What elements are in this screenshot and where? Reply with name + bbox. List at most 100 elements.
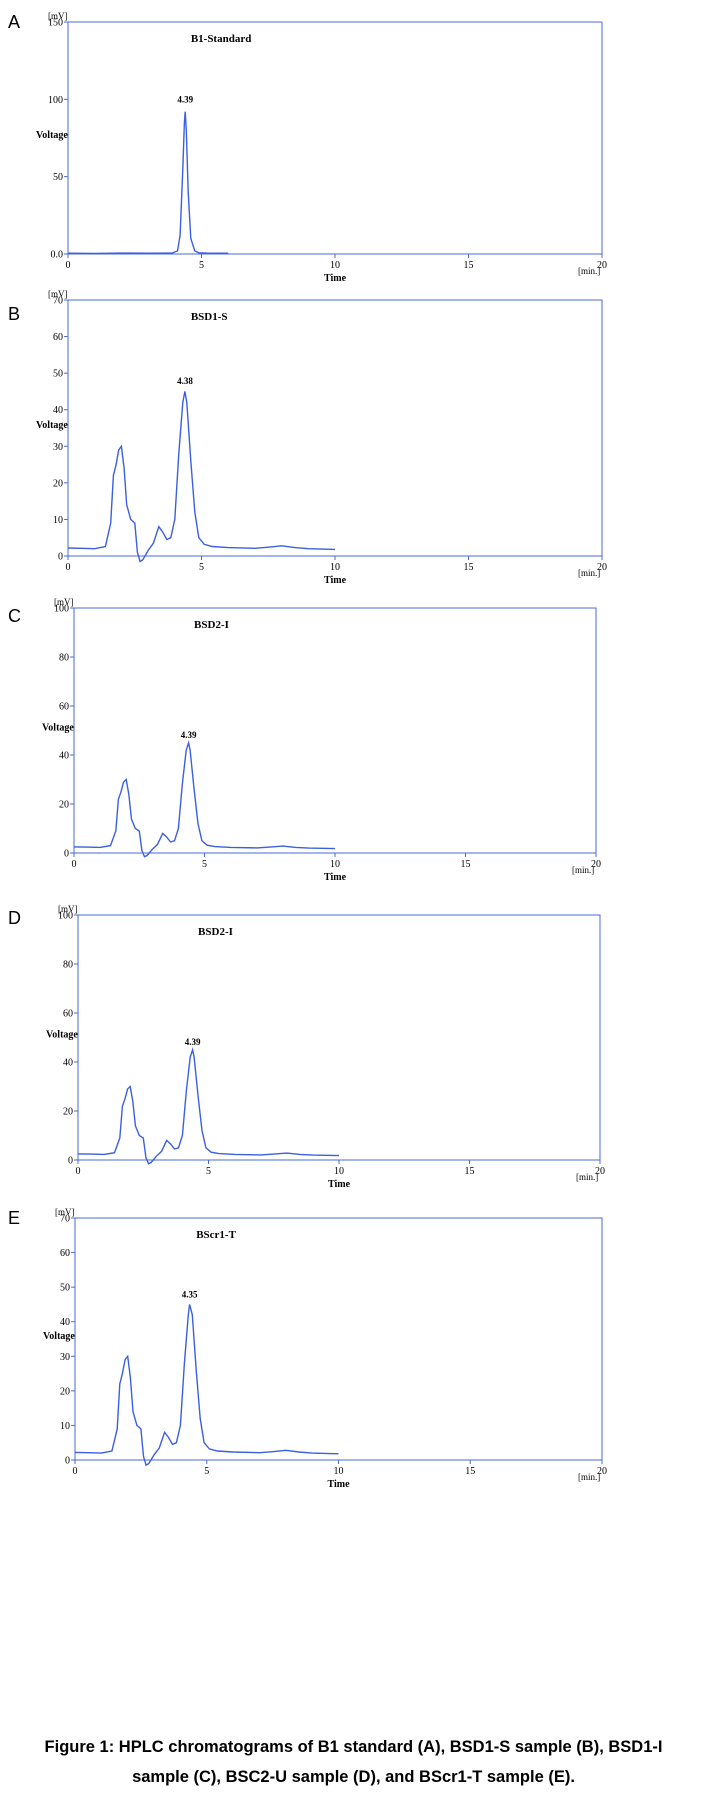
chart-e-plot-frame [74, 1217, 603, 1461]
chart-e-x-unit: [min.] [578, 1472, 600, 1482]
chart-d-trace-line [77, 1047, 340, 1165]
chart-b-xtick-label-2: 10 [330, 562, 340, 573]
chart-b-peak-label: 4.38 [177, 376, 193, 386]
chart-a-ytick-label-2: 100 [48, 95, 63, 106]
chart-e-y-axis-label: Voltage [43, 1331, 75, 1342]
chart-c-x-unit: [min.] [572, 865, 594, 875]
chart-b-ytick-label-7: 70 [53, 296, 63, 307]
chart-e-title: BScr1-T [196, 1229, 236, 1241]
chart-e-panel-letter: E [8, 1208, 21, 1228]
chart-e-x-axis-label: Time [327, 1479, 350, 1490]
chart-a-xtick-label-2: 10 [330, 260, 340, 271]
chart-b-y-axis-label: Voltage [36, 420, 68, 431]
chart-b-x-unit: [min.] [578, 568, 600, 578]
chart-a-ytick-label-1: 50 [53, 172, 63, 183]
chart-d-xtick-label-1: 5 [206, 1166, 211, 1177]
chart-c-xtick-label-3: 15 [461, 859, 471, 870]
chart-e-trace-line [74, 1304, 339, 1467]
chart-e-ytick-label-2: 20 [60, 1386, 70, 1397]
chart-a-peak-label: 4.39 [177, 94, 193, 104]
chart-e-peak-label: 4.35 [182, 1290, 198, 1300]
chart-d-panel-letter: D [8, 908, 21, 928]
chart-d-xtick-label-0: 0 [76, 1166, 81, 1177]
chart-c-trace-line [73, 740, 336, 858]
chart-e-xtick-label-3: 15 [465, 1466, 475, 1477]
chart-c-xtick-label-4: 20 [591, 859, 601, 870]
chart-a-xtick-label-4: 20 [597, 260, 607, 271]
chart-c-ytick-label-5: 100 [54, 604, 69, 615]
chart-b-xtick-label-1: 5 [199, 562, 204, 573]
chart-d-x-unit: [min.] [576, 1172, 598, 1182]
chart-d-ytick-label-0: 0 [68, 1156, 73, 1167]
chart-e-xtick-label-0: 0 [73, 1466, 78, 1477]
chart-e-y-unit: [mV] [55, 1207, 75, 1217]
chart-c-ytick-label-3: 60 [59, 702, 69, 713]
chart-d-title: BSD2-I [198, 926, 233, 938]
chart-d-ytick-label-4: 80 [63, 960, 73, 971]
chart-e-ytick-label-4: 40 [60, 1317, 70, 1328]
chart-e-ytick-label-3: 30 [60, 1352, 70, 1363]
chart-b-trace-line [67, 391, 336, 563]
chart-e-ytick-label-1: 10 [60, 1421, 70, 1432]
chart-b-ytick-label-4: 40 [53, 405, 63, 416]
chart-b-xtick-label-3: 15 [464, 562, 474, 573]
chart-d-ytick-label-2: 40 [63, 1058, 73, 1069]
chart-a-xtick-label-1: 5 [199, 260, 204, 271]
chart-c-ytick-label-1: 20 [59, 800, 69, 811]
chart-e-ytick-label-6: 60 [60, 1248, 70, 1259]
chart-a-y-unit: [mV] [48, 11, 68, 21]
chart-d-ytick-label-5: 100 [58, 911, 73, 922]
chart-b-ytick-label-2: 20 [53, 478, 63, 489]
chart-d-x-axis-label: Time [328, 1179, 351, 1190]
chart-e-ytick-label-5: 50 [60, 1283, 70, 1294]
chart-a-xtick-label-0: 0 [66, 260, 71, 271]
chart-d-xtick-label-2: 10 [334, 1166, 344, 1177]
chart-c-peak-label: 4.39 [181, 730, 197, 740]
chart-a-y-axis-label: Voltage [36, 130, 68, 141]
chart-d-y-unit: [mV] [58, 904, 78, 914]
chart-c-panel-letter: C [8, 606, 21, 626]
chart-e-xtick-label-1: 5 [204, 1466, 209, 1477]
chart-d-peak-label: 4.39 [185, 1037, 201, 1047]
chart-c-ytick-label-4: 80 [59, 653, 69, 664]
chart-c-y-axis-label: Voltage [42, 723, 74, 734]
chart-e-xtick-label-4: 20 [597, 1466, 607, 1477]
chart-a-title: B1-Standard [191, 33, 252, 45]
chart-d-ytick-label-1: 20 [63, 1107, 73, 1118]
chart-b-xtick-label-0: 0 [66, 562, 71, 573]
chart-b-ytick-label-3: 30 [53, 442, 63, 453]
chart-b-ytick-label-5: 50 [53, 369, 63, 380]
chart-b-ytick-label-1: 10 [53, 515, 63, 526]
chart-b-x-axis-label: Time [324, 575, 347, 586]
chart-c-title: BSD2-I [194, 619, 229, 631]
chart-a-x-unit: [min.] [578, 266, 600, 276]
chart-c-ytick-label-0: 0 [64, 849, 69, 860]
chart-b-y-unit: [mV] [48, 289, 68, 299]
chart-c-xtick-label-1: 5 [202, 859, 207, 870]
chart-a-ytick-label-3: 150 [48, 18, 63, 29]
chart-a-ytick-label-0: 0.0 [51, 250, 64, 261]
chart-a-xtick-label-3: 15 [464, 260, 474, 271]
chart-d-xtick-label-4: 20 [595, 1166, 605, 1177]
chart-a-trace-line [67, 111, 229, 255]
chart-a-x-axis-label: Time [324, 273, 347, 284]
chart-c-y-unit: [mV] [54, 597, 74, 607]
chart-b-panel-letter: B [8, 304, 21, 324]
chart-e-xtick-label-2: 10 [334, 1466, 344, 1477]
chart-d-y-axis-label: Voltage [46, 1030, 78, 1041]
chart-b-ytick-label-6: 60 [53, 332, 63, 343]
chart-a-panel-letter: A [8, 12, 21, 32]
chart-d-ytick-label-3: 60 [63, 1009, 73, 1020]
figure-caption: Figure 1: HPLC chromatograms of B1 stand… [44, 1738, 663, 1786]
chart-c-x-axis-label: Time [324, 872, 347, 883]
chart-d-xtick-label-3: 15 [465, 1166, 475, 1177]
chart-e-ytick-label-0: 0 [65, 1456, 70, 1467]
chart-b-ytick-label-0: 0 [58, 552, 63, 563]
chart-c-xtick-label-0: 0 [72, 859, 77, 870]
chart-c-xtick-label-2: 10 [330, 859, 340, 870]
